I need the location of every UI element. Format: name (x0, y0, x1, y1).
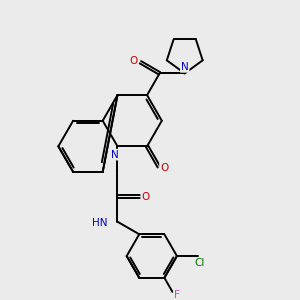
Text: N: N (111, 150, 119, 160)
Text: F: F (174, 290, 180, 300)
Text: O: O (141, 192, 150, 202)
Text: O: O (160, 163, 168, 173)
Text: N: N (181, 62, 189, 72)
Text: O: O (130, 56, 138, 66)
Text: Cl: Cl (194, 258, 204, 268)
Text: HN: HN (92, 218, 107, 228)
